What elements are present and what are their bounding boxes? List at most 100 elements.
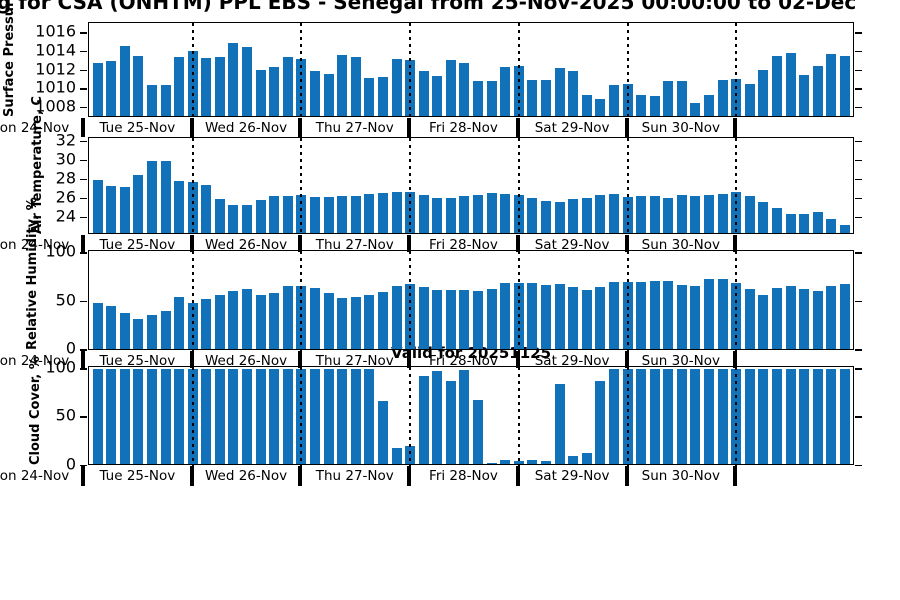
day-boundary-tick xyxy=(624,118,629,137)
bar xyxy=(418,195,429,233)
day-label: Tue 25-Nov xyxy=(99,353,176,369)
day-boundary-tick xyxy=(189,466,194,486)
bar xyxy=(255,369,266,464)
bar xyxy=(432,289,443,349)
bar xyxy=(826,218,837,233)
bar xyxy=(309,369,320,464)
bar xyxy=(364,369,375,464)
day-gridline xyxy=(626,251,629,351)
bar xyxy=(106,61,117,116)
bar xyxy=(418,286,429,349)
day-boundary-tick xyxy=(298,466,303,486)
relative-humidity-plot xyxy=(88,250,854,351)
day-label: Tue 25-Nov xyxy=(99,120,176,136)
bar xyxy=(554,201,565,233)
bar xyxy=(758,369,769,464)
bar xyxy=(473,195,484,233)
bar xyxy=(744,369,755,464)
bar xyxy=(812,65,823,116)
y-axis-label: Relative Humidity, % xyxy=(25,197,40,350)
bar xyxy=(201,58,212,116)
y-tick xyxy=(80,32,87,34)
day-gridline xyxy=(409,251,412,351)
day-label: Thu 27-Nov xyxy=(315,120,394,136)
y-tick xyxy=(80,349,87,351)
bar xyxy=(119,46,130,116)
y-tick xyxy=(80,464,87,467)
day-label: Wed 26-Nov xyxy=(204,120,288,136)
bar xyxy=(323,74,334,116)
bar xyxy=(758,294,769,349)
relative-humidity-bars xyxy=(89,251,853,349)
day-boundary-tick xyxy=(81,118,85,137)
day-boundary-tick xyxy=(81,351,85,368)
y-tick-label: 1012 xyxy=(35,59,76,79)
y-tick xyxy=(855,140,862,143)
bar xyxy=(527,79,538,116)
y-tick-label: 0 xyxy=(65,454,76,474)
bar xyxy=(636,196,647,233)
bar xyxy=(581,452,592,464)
bar xyxy=(690,196,701,233)
day-gridline xyxy=(517,23,520,118)
bar xyxy=(744,84,755,116)
day-label: Mon 24-Nov xyxy=(0,120,70,136)
day-label: Tue 25-Nov xyxy=(99,468,176,484)
bar xyxy=(758,69,769,116)
bar xyxy=(812,290,823,349)
day-gridline xyxy=(517,251,520,351)
bar xyxy=(337,369,348,464)
bar xyxy=(282,286,293,349)
bar xyxy=(228,43,239,116)
day-label: Wed 26-Nov xyxy=(204,237,288,253)
bar xyxy=(133,318,144,349)
bar xyxy=(839,369,850,464)
bar xyxy=(350,369,361,464)
day-boundary-tick xyxy=(407,118,412,137)
y-tick-label: 32 xyxy=(55,130,76,150)
day-boundary-tick xyxy=(189,118,194,137)
bar xyxy=(771,208,782,233)
day-gridline xyxy=(191,138,194,235)
bar xyxy=(608,282,619,349)
bar xyxy=(106,185,117,233)
day-label: Fri 28-Nov xyxy=(429,120,498,136)
chart-title: g for CSA (ONHTM) PPL EBS - Senegal from… xyxy=(0,0,857,14)
y-axis-label: Surface Pressure, mb xyxy=(2,0,17,117)
y-tick-label: 1016 xyxy=(35,21,76,41)
bar xyxy=(228,290,239,349)
day-label: Sun 30-Nov xyxy=(641,237,721,253)
day-label: Sun 30-Nov xyxy=(641,353,721,369)
day-gridline xyxy=(517,367,520,466)
bar xyxy=(377,77,388,116)
day-boundary-tick xyxy=(81,235,85,252)
bar xyxy=(595,99,606,116)
y-tick xyxy=(80,106,87,109)
bar xyxy=(201,298,212,349)
bar xyxy=(282,57,293,116)
bar xyxy=(771,55,782,116)
bar xyxy=(608,369,619,464)
y-tick xyxy=(855,178,862,181)
y-tick xyxy=(855,106,862,109)
bar xyxy=(228,369,239,464)
bar xyxy=(486,462,497,464)
bar xyxy=(377,291,388,349)
bar xyxy=(119,369,130,464)
y-tick xyxy=(80,300,87,303)
bar xyxy=(595,195,606,233)
bar xyxy=(812,369,823,464)
bar xyxy=(269,369,280,464)
bar xyxy=(119,187,130,233)
day-gridline xyxy=(626,138,629,235)
bar xyxy=(785,214,796,233)
y-tick xyxy=(80,88,87,90)
bar xyxy=(758,201,769,233)
day-label: Sat 29-Nov xyxy=(534,120,610,136)
y-tick xyxy=(855,300,862,303)
day-label: Fri 28-Nov xyxy=(429,237,498,253)
bar xyxy=(391,192,402,233)
y-tick xyxy=(80,416,87,418)
bar xyxy=(676,195,687,233)
y-tick xyxy=(855,197,862,200)
